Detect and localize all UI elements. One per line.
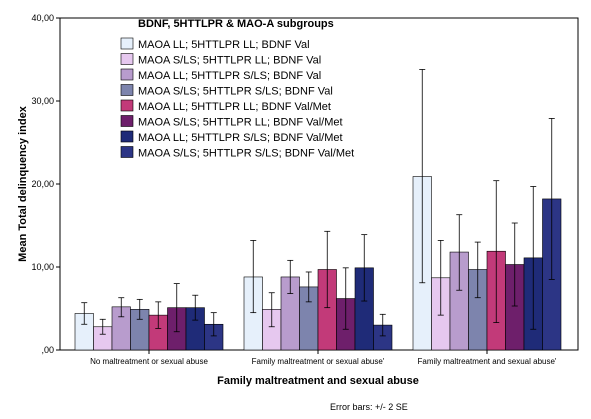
legend-swatch bbox=[120, 115, 134, 127]
legend-title: BDNF, 5HTTLPR & MAO-A subgroups bbox=[138, 18, 334, 30]
legend-swatch bbox=[120, 130, 134, 143]
x-axis: No maltreatment or sexual abuse Family ma… bbox=[90, 350, 557, 366]
error-bar-group bbox=[81, 69, 555, 337]
y-axis: 40,00 30,00 20,00 10,00 ,00 bbox=[31, 13, 60, 355]
legend-label: MAOA LL; 5HTTLPR S/LS; BDNF Val/Met bbox=[138, 132, 343, 144]
x-axis-title: Family maltreatment and sexual abuse bbox=[217, 375, 419, 387]
y-tick-label: 10,00 bbox=[31, 262, 54, 272]
legend: BDNF, 5HTTLPR & MAO-A subgroups MAOA LL;… bbox=[120, 18, 354, 160]
legend-swatch bbox=[120, 37, 134, 50]
x-tick-label: No maltreatment or sexual abuse bbox=[90, 357, 208, 366]
legend-label: MAOA LL; 5HTTLPR LL; BDNF Val bbox=[138, 39, 310, 51]
legend-swatch bbox=[120, 84, 134, 96]
legend-label: MAOA S/LS; 5HTTLPR LL; BDNF Val/Met bbox=[138, 117, 343, 129]
y-tick-label: 20,00 bbox=[31, 179, 54, 189]
y-tick-label: 30,00 bbox=[31, 96, 54, 106]
bar-series-group bbox=[74, 176, 562, 351]
legend-label: MAOA LL; 5HTTLPR S/LS; BDNF Val bbox=[138, 70, 321, 82]
legend-swatch bbox=[120, 146, 134, 158]
legend-swatch bbox=[120, 68, 134, 81]
y-axis-title: Mean Total delinquency index bbox=[17, 105, 29, 262]
x-tick-label: Family maltreatment or sexual abuse' bbox=[252, 357, 385, 366]
y-tick-label: 40,00 bbox=[31, 13, 54, 23]
y-tick-label: ,00 bbox=[41, 345, 54, 355]
legend-label: MAOA S/LS; 5HTTLPR LL; BDNF Val bbox=[138, 55, 321, 67]
legend-label: MAOA LL; 5HTTLPR LL; BDNF Val/Met bbox=[138, 101, 331, 113]
legend-swatch bbox=[120, 99, 134, 112]
error-bars-note: Error bars: +/- 2 SE bbox=[330, 402, 408, 412]
x-tick-label: Family maltreatment and sexual abuse' bbox=[418, 357, 557, 366]
legend-label: MAOA S/LS; 5HTTLPR S/LS; BDNF Val bbox=[138, 86, 333, 98]
legend-label: MAOA S/LS; 5HTTLPR S/LS; BDNF Val/Met bbox=[138, 148, 354, 160]
legend-swatch bbox=[120, 53, 134, 65]
